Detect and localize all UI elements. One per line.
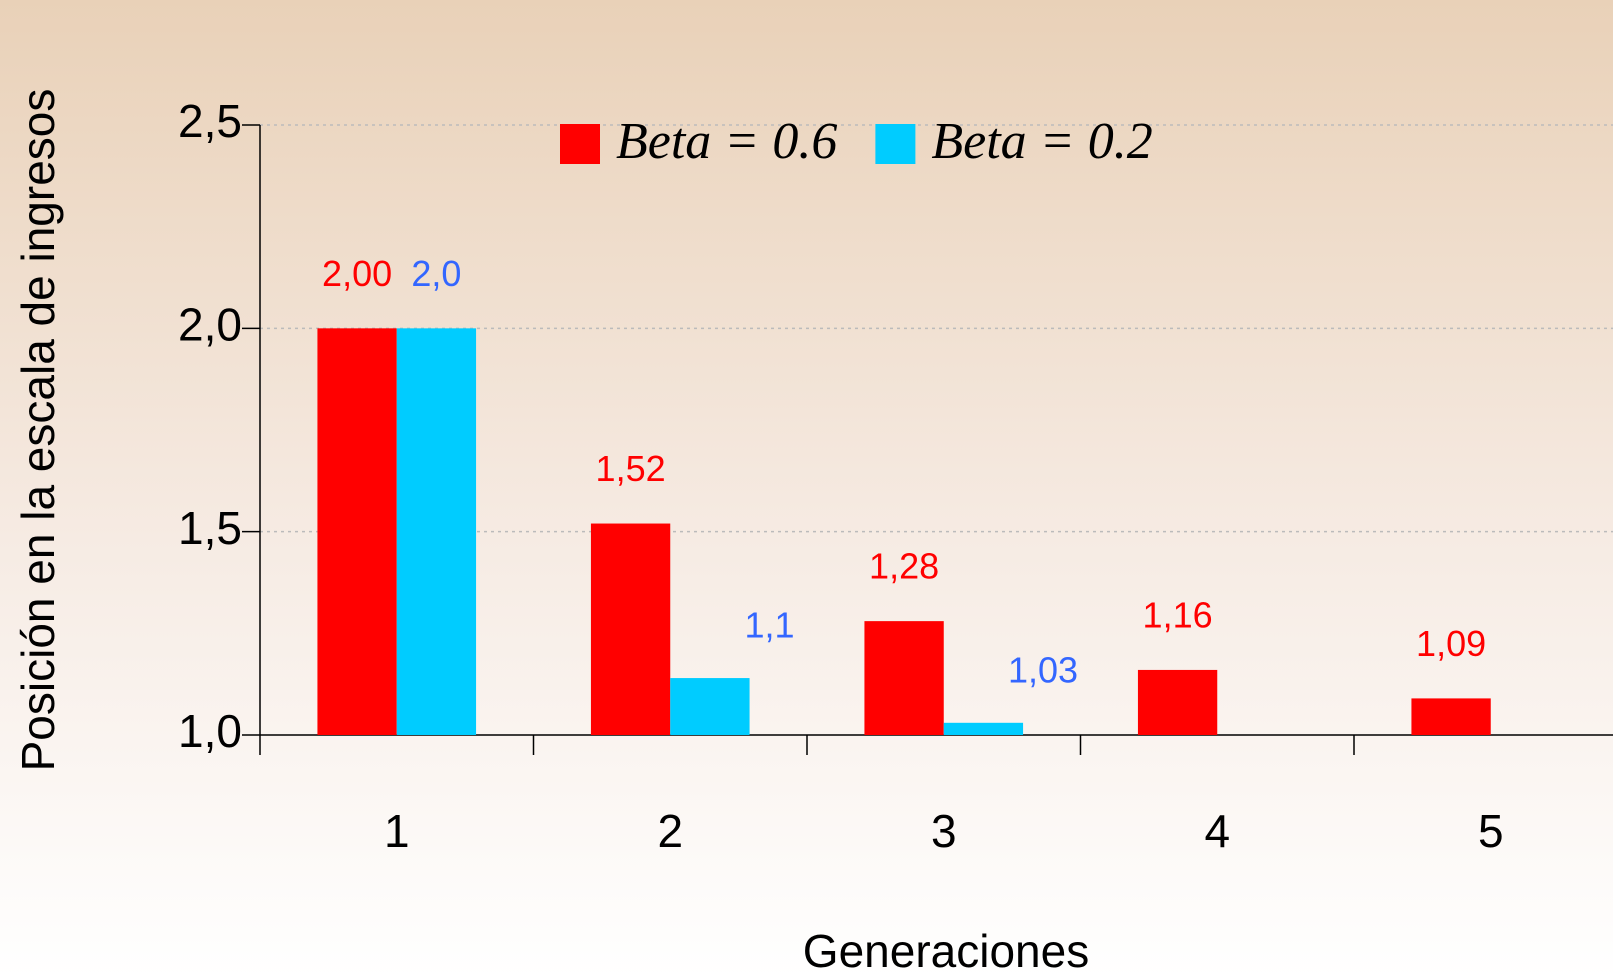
legend-label: Beta = 0.2 <box>931 113 1152 170</box>
bar <box>590 523 671 735</box>
value-label: 1,03 <box>1008 649 1078 690</box>
x-tick-label: 4 <box>1204 805 1230 857</box>
value-label: 2,0 <box>411 253 461 294</box>
bar <box>1411 698 1491 735</box>
y-tick-label: 2,5 <box>178 95 242 147</box>
x-tick-label: 1 <box>384 805 410 857</box>
bar <box>396 328 477 735</box>
value-label: 1,09 <box>1416 623 1486 664</box>
x-axis-label: Generaciones <box>803 925 1089 977</box>
bar <box>943 722 1024 735</box>
y-tick-label: 1,5 <box>178 502 242 554</box>
bar <box>317 328 397 735</box>
value-label: 2,00 <box>322 253 392 294</box>
bar <box>670 678 750 735</box>
y-tick-label: 1,0 <box>178 705 242 757</box>
x-tick-label: 2 <box>657 805 683 857</box>
legend-swatch <box>875 124 916 164</box>
x-tick-label: 5 <box>1478 805 1504 857</box>
y-tick-label: 2,0 <box>178 298 242 350</box>
value-label: 1,1 <box>745 605 795 646</box>
value-label: 1,52 <box>596 448 666 489</box>
legend-swatch <box>560 124 600 164</box>
value-label: 1,28 <box>869 546 939 587</box>
y-axis-label: Posición en la escala de ingresos <box>12 89 64 772</box>
bar <box>864 621 944 735</box>
x-tick-label: 3 <box>931 805 957 857</box>
bar <box>1137 669 1218 735</box>
value-label: 1,16 <box>1143 594 1213 635</box>
legend-label: Beta = 0.6 <box>616 113 837 170</box>
